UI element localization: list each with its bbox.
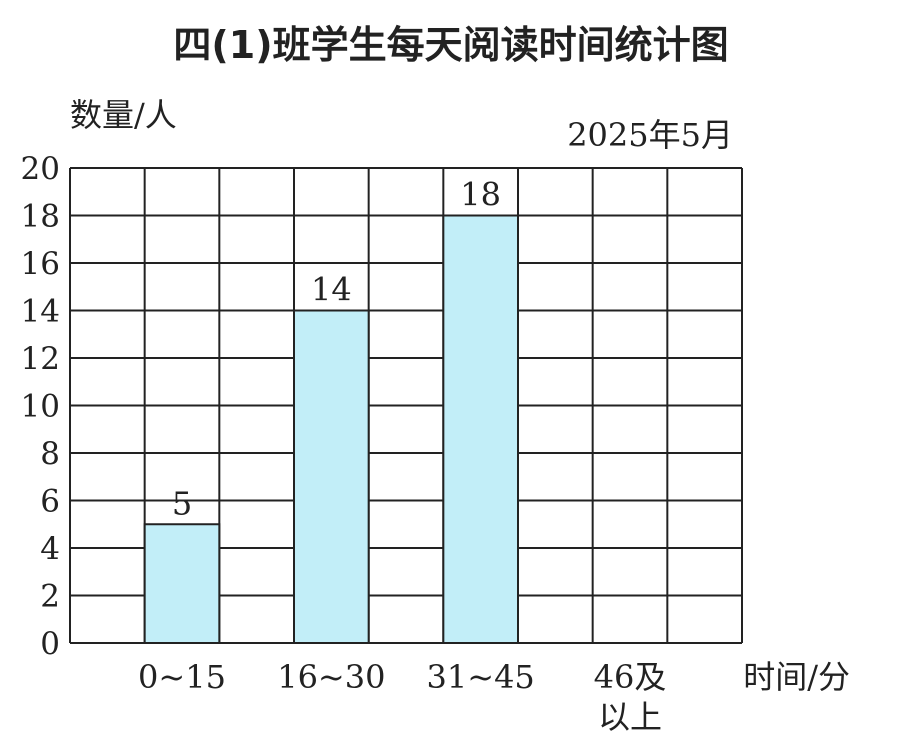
y-tick-label: 18 <box>21 199 60 235</box>
y-tick-label: 14 <box>21 294 60 330</box>
x-axis-label: 时间/分 <box>743 658 850 696</box>
y-tick-label: 20 <box>21 151 60 187</box>
y-tick-label: 16 <box>21 246 60 282</box>
chart-title: 四(1)班学生每天阅读时间统计图 <box>173 23 728 67</box>
chart-subtitle: 2025年5月 <box>567 116 733 154</box>
y-tick-label: 6 <box>40 484 60 520</box>
x-tick-label: 以上 <box>598 698 662 736</box>
x-tick-label: 16~30 <box>277 658 385 696</box>
y-tick-label: 12 <box>21 341 60 377</box>
y-tick-label: 4 <box>40 531 60 567</box>
bar <box>293 309 370 644</box>
bar <box>143 523 221 644</box>
y-axis-label: 数量/人 <box>70 96 177 134</box>
bar <box>442 214 520 644</box>
y-tick-label: 2 <box>40 579 60 615</box>
x-tick-label: 0~15 <box>138 658 226 696</box>
y-tick-label: 8 <box>40 436 60 472</box>
data-label: 18 <box>460 176 501 214</box>
data-label: 5 <box>172 484 192 522</box>
x-tick-label: 46及 <box>594 658 667 696</box>
y-tick-label: 0 <box>40 626 60 662</box>
x-tick-label: 31~45 <box>427 658 535 696</box>
y-tick-label: 10 <box>21 389 60 425</box>
data-label: 14 <box>311 271 352 309</box>
